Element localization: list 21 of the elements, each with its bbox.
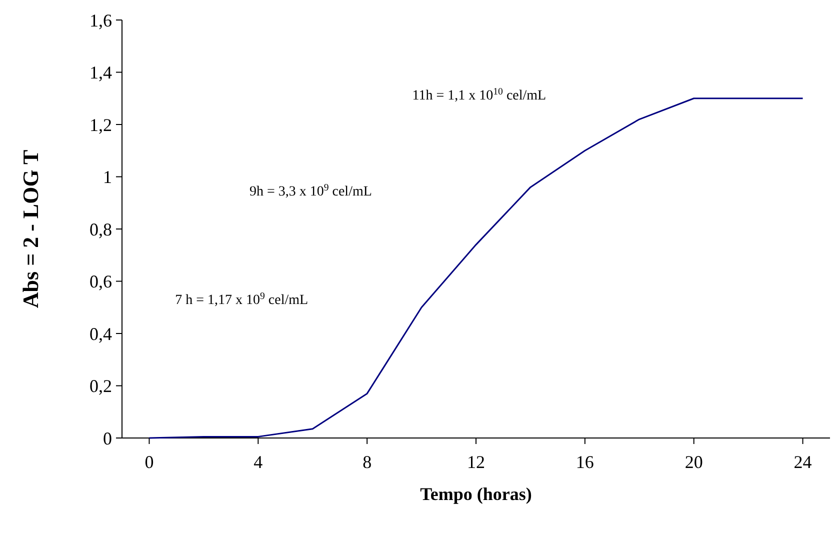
- y-tick-label: 0,4: [90, 324, 112, 344]
- x-tick-label: 4: [254, 452, 263, 472]
- x-tick-label: 24: [794, 452, 812, 472]
- y-tick-label: 1: [103, 167, 112, 188]
- x-tick-label: 20: [684, 452, 703, 472]
- annotation: 11h = 1,1 x 10$^{10}$ cel/mL: [412, 86, 546, 104]
- y-tick-label: 1,6: [90, 10, 112, 30]
- y-tick-label: 0,8: [90, 219, 112, 240]
- annotation: 9h = 3,3 x 10$^{9}$ cel/mL: [249, 182, 372, 200]
- y-tick-label: 1,2: [90, 114, 112, 135]
- y-tick-label: 1,4: [90, 62, 112, 83]
- x-tick-label: 12: [467, 452, 485, 472]
- x-tick-label: 8: [362, 452, 372, 472]
- x-axis-title: Tempo (horas): [420, 484, 532, 504]
- y-tick-label: 0,6: [90, 272, 112, 292]
- x-tick-label: 0: [144, 452, 154, 472]
- y-axis-title: Abs = 2 - LOG T: [18, 150, 43, 308]
- annotation: 7 h = 1,17 x 10$^{9}$ cel/mL: [175, 290, 308, 308]
- y-tick-label: 0: [103, 428, 112, 448]
- x-tick-label: 16: [576, 452, 594, 472]
- y-tick-label: 0,2: [90, 376, 112, 396]
